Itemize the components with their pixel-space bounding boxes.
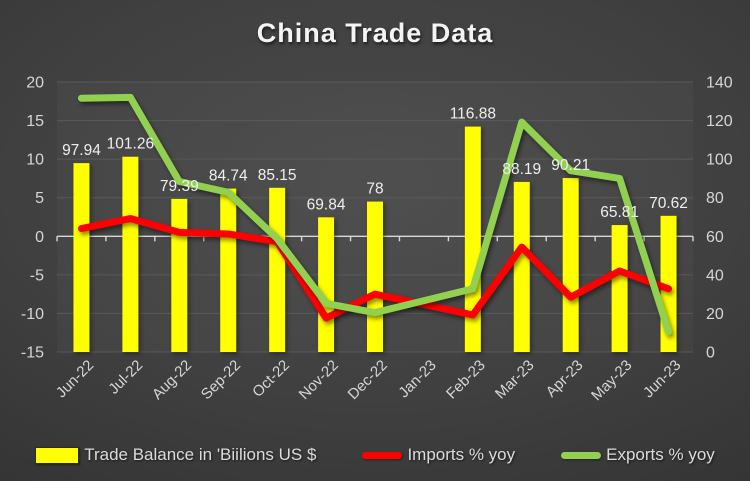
left-axis-tick-label: 10 xyxy=(26,152,44,169)
trade-balance-bar xyxy=(73,163,90,352)
x-axis-category-label: Aug-22 xyxy=(149,357,195,403)
trade-balance-bar xyxy=(562,178,579,352)
x-axis-category-label: Oct-22 xyxy=(249,357,293,401)
x-axis-category-label: Mar-23 xyxy=(492,357,538,403)
left-axis-tick-label: 5 xyxy=(35,190,44,207)
trade-balance-bar xyxy=(318,217,335,352)
left-axis-tick-label: 0 xyxy=(35,229,44,246)
x-axis-category-label: Feb-23 xyxy=(443,357,489,403)
x-axis-category-label: Jun-23 xyxy=(640,357,684,401)
bar-data-label: 116.88 xyxy=(450,106,496,123)
bar-data-label: 69.84 xyxy=(307,196,346,213)
right-axis-tick-label: 60 xyxy=(706,229,724,246)
x-axis-category-label: Jan-23 xyxy=(395,357,439,401)
bar-data-label: 79.39 xyxy=(160,178,199,195)
x-axis-category-label: May-23 xyxy=(588,357,635,404)
legend-label-trade-balance: Trade Balance in 'Biilions US $ xyxy=(84,445,317,464)
trade-balance-swatch-icon xyxy=(35,446,80,464)
left-axis-tick-label: 15 xyxy=(26,113,44,130)
right-axis-tick-label: 140 xyxy=(706,75,733,92)
right-axis-tick-label: 0 xyxy=(706,345,715,362)
exports-line-swatch-icon xyxy=(561,451,602,459)
bar-data-label: 88.19 xyxy=(502,161,541,178)
right-axis-tick-label: 40 xyxy=(706,267,724,284)
chart-title: China Trade Data xyxy=(256,18,494,48)
legend-item-imports: Imports % yoy xyxy=(362,445,515,465)
x-axis-category-label: Sep-22 xyxy=(198,357,244,403)
trade-balance-bar xyxy=(464,126,481,353)
bar-data-label: 97.94 xyxy=(62,142,101,159)
bar-data-label: 101.26 xyxy=(107,136,154,153)
left-axis-tick-label: -10 xyxy=(21,306,44,323)
trade-balance-bar xyxy=(269,187,286,352)
legend-item-trade-balance: Trade Balance in 'Biilions US $ xyxy=(35,445,316,465)
left-axis-tick-label: -5 xyxy=(30,267,44,284)
x-axis-category-label: Jun-22 xyxy=(53,357,97,401)
legend-item-exports: Exports % yoy xyxy=(561,445,715,465)
bar-data-label: 90.21 xyxy=(551,157,590,174)
bar-data-label: 65.81 xyxy=(600,204,639,221)
bar-data-label: 84.74 xyxy=(209,168,248,185)
trade-balance-bar xyxy=(122,156,139,352)
trade-balance-bar xyxy=(513,181,530,352)
bar-data-label: 78 xyxy=(366,181,383,198)
x-axis-category-label: Apr-23 xyxy=(543,357,587,401)
trade-balance-bar xyxy=(220,188,237,352)
left-axis-tick-label: 20 xyxy=(26,75,44,92)
right-axis-tick-label: 80 xyxy=(706,190,724,207)
right-axis-tick-label: 120 xyxy=(706,113,733,130)
legend-label-exports: Exports % yoy xyxy=(606,445,715,464)
bar-data-label: 70.62 xyxy=(649,195,688,212)
right-axis-tick-label: 100 xyxy=(706,152,733,169)
trade-balance-bar xyxy=(611,225,628,352)
imports-line-swatch-icon xyxy=(362,451,403,459)
bar-data-label: 85.15 xyxy=(258,167,297,184)
trade-balance-bar xyxy=(367,201,383,352)
exports-line xyxy=(77,93,673,336)
chart-plot-area: 97.94 101.26 79.39 84.74 85.15 69.84 78 116.88 8… xyxy=(21,75,733,405)
chart-legend: Trade Balance in 'Biilions US $ Imports … xyxy=(0,438,750,472)
right-axis-tick-label: 20 xyxy=(706,306,724,323)
x-axis-category-label: Jul-22 xyxy=(105,357,146,398)
left-axis-tick-label: -15 xyxy=(21,345,44,362)
x-axis-category-label: Dec-22 xyxy=(345,357,391,403)
x-axis-category-label: Nov-22 xyxy=(296,357,342,403)
trade-balance-bar xyxy=(171,198,188,352)
legend-label-imports: Imports % yoy xyxy=(407,445,516,464)
